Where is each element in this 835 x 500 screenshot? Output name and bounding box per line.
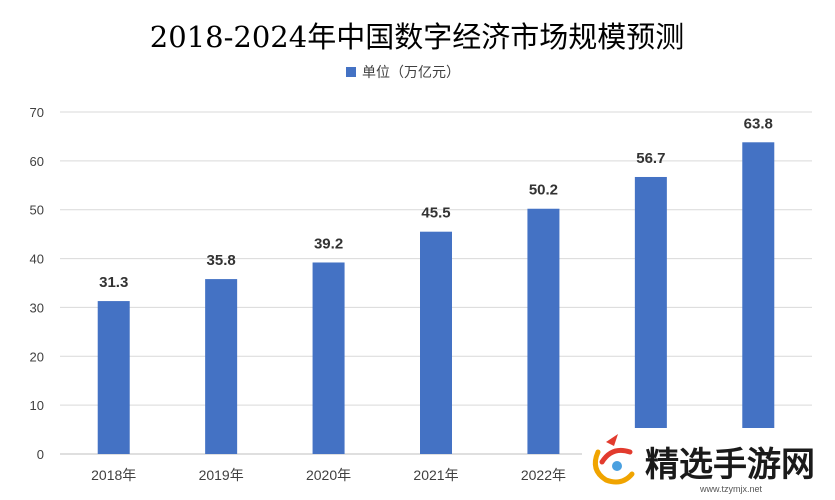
data-label: 35.8 (207, 252, 236, 269)
y-tick-label: 40 (30, 252, 44, 267)
data-label: 39.2 (314, 235, 343, 252)
watermark-text: 精选手游网 (645, 446, 815, 484)
x-tick-label: 2018年 (91, 467, 136, 483)
bar (205, 279, 238, 454)
legend-label: 单位（万亿元） (362, 64, 460, 80)
data-labels: 31.3 35.8 39.2 45.5 50.2 56.7 63.8 (99, 115, 773, 291)
bar (634, 176, 667, 455)
y-tick-label: 60 (30, 154, 44, 169)
legend-swatch (346, 67, 356, 77)
x-tick-label: 2020年 (306, 467, 351, 483)
bar (742, 142, 775, 454)
y-tick-label: 0 (37, 447, 44, 462)
y-tick-label: 20 (30, 349, 44, 364)
bars (97, 142, 775, 455)
watermark: 精选手游网 www.tzymjx.net (582, 428, 832, 500)
data-label: 56.7 (636, 150, 665, 167)
y-axis-ticks: 0 10 20 30 40 50 60 70 (30, 105, 44, 462)
x-tick-label: 2022年 (521, 467, 566, 483)
bar (527, 208, 560, 454)
watermark-logo-icon (592, 434, 635, 485)
data-label: 31.3 (99, 274, 128, 291)
data-label: 45.5 (421, 205, 450, 222)
y-tick-label: 70 (30, 105, 44, 120)
y-tick-label: 50 (30, 203, 44, 218)
x-tick-label: 2021年 (413, 467, 458, 483)
chart-title: 2018-2024年中国数字经济市场规模预测 (150, 20, 684, 54)
y-tick-label: 30 (30, 300, 44, 315)
y-tick-label: 10 (30, 398, 44, 413)
x-tick-label: 2019年 (199, 467, 244, 483)
bar (420, 231, 452, 454)
watermark-url: www.tzymjx.net (699, 484, 763, 494)
x-axis-labels: 2018年 2019年 2020年 2021年 2022年 (91, 467, 566, 483)
legend: 单位（万亿元） (346, 64, 460, 80)
data-label: 63.8 (744, 115, 773, 132)
bar (97, 301, 130, 454)
data-label: 50.2 (529, 182, 558, 199)
bar (312, 262, 345, 454)
